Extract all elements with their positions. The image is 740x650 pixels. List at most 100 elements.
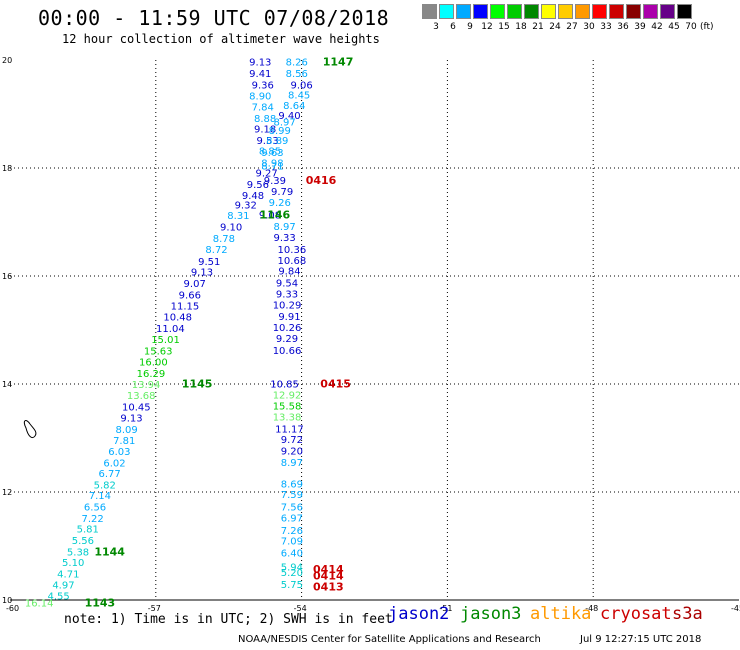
observation-labels: 9.13 8.26 9.41 8.56 9.36 9.06 8.90 8.45 7.84 8.64… [25, 58, 313, 610]
wave-height-value: 8.85 [259, 147, 281, 158]
wave-height-value: 10.48 [163, 313, 192, 324]
wave-height-value: 10.26 [273, 323, 302, 334]
legend-label: 21 [532, 22, 544, 32]
wave-height-value: 7.84 [252, 102, 274, 113]
legend-swatch [473, 4, 488, 19]
wave-height-value: 6.97 [281, 513, 303, 524]
wave-height-value: 9.26 [269, 198, 291, 209]
wave-height-value: 8.90 [249, 92, 271, 103]
wave-height-value: 9.56 [247, 180, 269, 191]
wave-height-value: 8.99 [269, 126, 291, 137]
wave-height-value: 15.58 [273, 402, 302, 413]
wave-height-value: 5.82 [94, 480, 116, 491]
legend-label: 3 [433, 22, 439, 32]
wave-height-value: 15.01 [151, 335, 180, 346]
wave-height-value: 13.94 [132, 380, 161, 391]
wave-height-value: 16.29 [137, 369, 166, 380]
wave-height-value: 7.26 [281, 526, 303, 537]
wave-height-value: 8.09 [116, 425, 138, 436]
wave-height-value: 9.07 [184, 279, 206, 290]
wave-height-value: 11.15 [171, 302, 200, 313]
wave-height-value: 8.64 [283, 101, 305, 112]
wave-height-value: 12.92 [273, 390, 302, 401]
lat-tick-label: 16 [2, 272, 12, 281]
pass-time-label: 0413 [313, 581, 344, 594]
legend-swatch [439, 4, 454, 19]
legend-label: 6 [450, 22, 456, 32]
wave-height-value: 8.97 [273, 118, 295, 129]
legend-swatch [558, 4, 573, 19]
legend-label: 42 [651, 22, 663, 32]
wave-height-value: 8.26 [286, 58, 308, 69]
lon-tick-label: -45 [731, 604, 740, 613]
wave-height-value: 4.97 [52, 580, 74, 591]
pass-time-label: 1143 [85, 597, 116, 610]
wave-height-value: 5.75 [281, 580, 303, 591]
legend-swatch [524, 4, 539, 19]
wave-height-value: 8.97 [273, 222, 295, 233]
wave-height-value: 8.88 [254, 114, 276, 125]
wave-height-value: 10.68 [278, 256, 307, 267]
wave-height-value: 9.51 [198, 257, 220, 268]
page-subtitle: 12 hour collection of altimeter wave hei… [62, 32, 380, 46]
pass-time-label: 0414 [313, 563, 344, 576]
wave-height-value: 6.56 [84, 503, 106, 514]
legend-label: 36 [617, 22, 629, 32]
wave-height-value: 9.36 [252, 80, 274, 91]
wave-height-value: 6.77 [98, 469, 120, 480]
wave-height-value: 9.40 [278, 111, 300, 122]
legend-swatch [507, 4, 522, 19]
wave-height-value: 7.09 [281, 537, 303, 548]
wave-height-value: 9.06 [290, 80, 312, 91]
legend-swatch [592, 4, 607, 19]
pass-time-label: 1147 [323, 56, 354, 69]
wave-height-value: 11.17 [275, 424, 304, 435]
legend-label: 33 [600, 22, 612, 32]
wave-height-value: 16.14 [25, 599, 54, 610]
wave-height-value: 6.40 [281, 548, 303, 559]
satellite-cryosat: cryosat [600, 604, 672, 624]
wave-height-value: 9.20 [281, 446, 303, 457]
legend-label: 45 [668, 22, 680, 32]
wave-height-value: 10.36 [278, 245, 307, 256]
wave-height-value: 9.53 [256, 136, 278, 147]
wave-height-value: 9.66 [179, 290, 201, 301]
pass-time-label: 1144 [94, 545, 125, 558]
satellite-altika: altika [530, 604, 592, 624]
pass-time-label: 1145 [182, 377, 213, 390]
wave-height-value: 10.45 [122, 403, 151, 414]
wave-height-value: 11.04 [156, 324, 185, 335]
wave-height-value: 9.63 [261, 148, 283, 159]
satellite-jason2: jason2 [388, 604, 450, 624]
wave-height-value: 9.41 [249, 69, 271, 80]
wave-height-value: 5.94 [281, 563, 303, 574]
wave-height-value: 9.84 [278, 267, 300, 278]
legend-swatch [575, 4, 590, 19]
island-outline-icon [23, 420, 37, 439]
wave-height-value: 9.27 [255, 168, 277, 179]
legend-label: 70 [685, 22, 697, 32]
wave-height-value: 9.29 [276, 334, 298, 345]
wave-height-value: 7.22 [81, 514, 103, 525]
legend-label: 12 [481, 22, 493, 32]
legend-swatch [660, 4, 675, 19]
legend-swatch [609, 4, 624, 19]
wave-height-value: 8.78 [213, 234, 235, 245]
axis-ticks: -60 -57 -54 -51 -48 -45 10 12 14 16 18 20 [2, 56, 740, 613]
wave-height-value: 9.18 [254, 125, 276, 136]
lon-tick-label: -60 [6, 604, 19, 613]
wave-height-value: 9.13 [120, 413, 142, 424]
legend-label: 9 [467, 22, 473, 32]
legend-swatch [643, 4, 658, 19]
wave-height-value: 9.32 [235, 201, 257, 212]
wave-height-value: 16.00 [139, 357, 168, 368]
wave-height-value: 8.69 [281, 479, 303, 490]
credit-text: NOAA/NESDIS Center for Satellite Applica… [238, 634, 541, 645]
wave-height-value: 15.63 [144, 347, 173, 358]
page-title: 00:00 - 11:59 UTC 07/08/2018 [38, 6, 390, 30]
wave-height-value: 8.45 [288, 91, 310, 102]
footer-note: note: 1) Time is in UTC; 2) SWH is in fe… [64, 612, 393, 627]
pass-time-label: 1146 [260, 208, 291, 221]
wave-height-value: 9.39 [264, 176, 286, 187]
